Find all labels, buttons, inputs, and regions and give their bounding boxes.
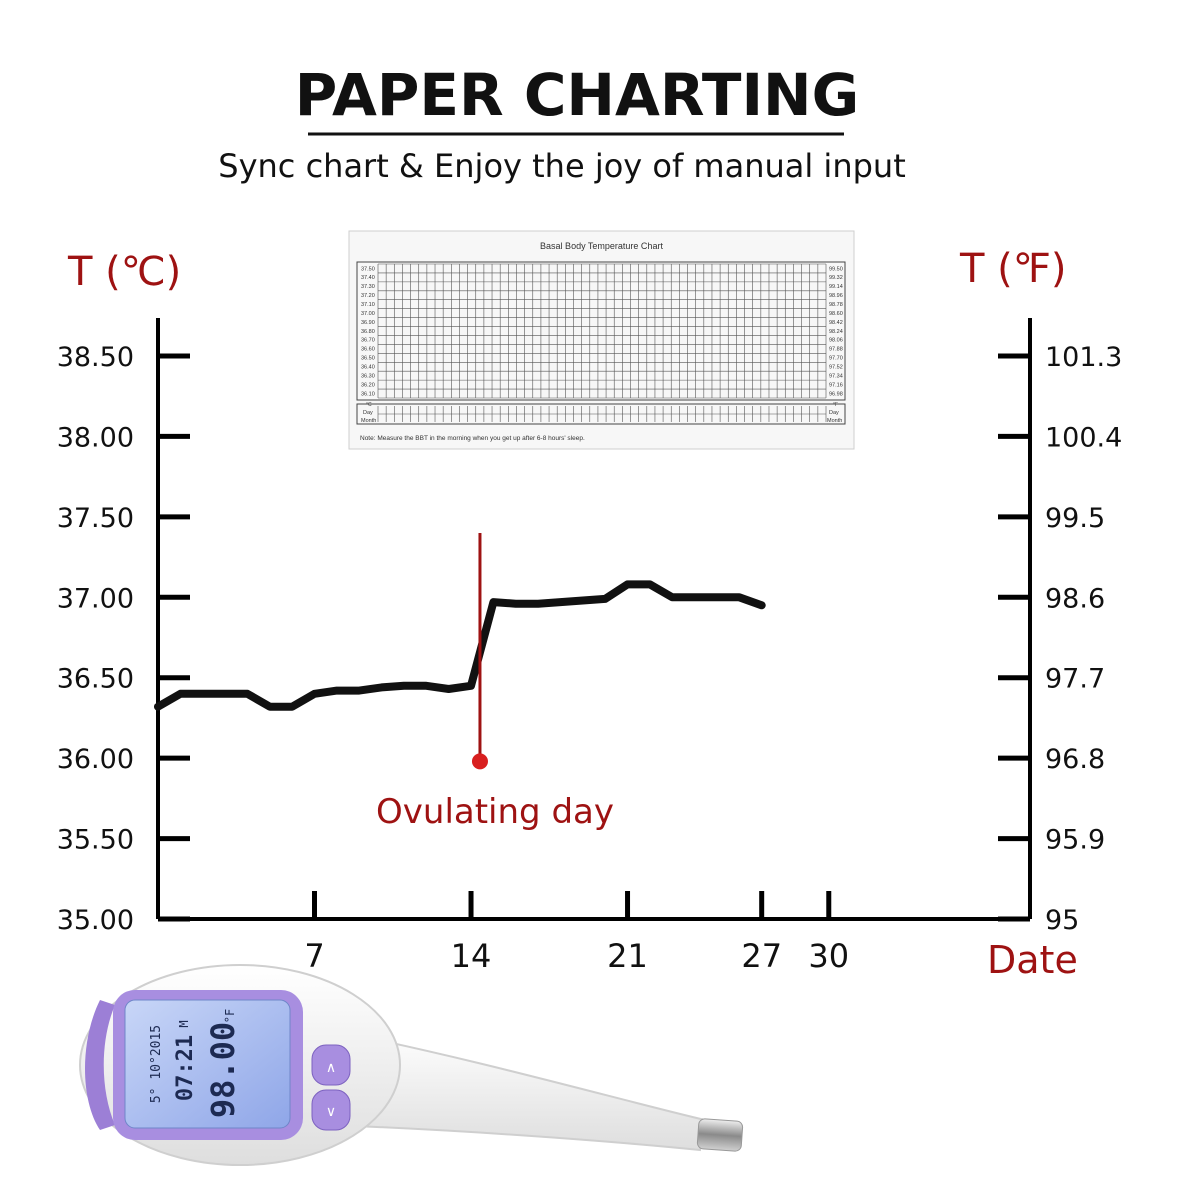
left-y-tick-label: 37.50 bbox=[57, 503, 134, 534]
paper-month-label: Month bbox=[361, 418, 376, 424]
paper-fahrenheit-label: 97.34 bbox=[829, 373, 843, 379]
left-y-tick-label: 37.00 bbox=[57, 583, 134, 614]
paper-fahrenheit-label: 99.32 bbox=[829, 275, 843, 281]
paper-celsius-label: 36.40 bbox=[361, 365, 375, 371]
paper-fahrenheit-label: 99.14 bbox=[829, 284, 843, 290]
lcd-date: 5° 10°2015 bbox=[149, 1025, 164, 1103]
paper-grid-frame bbox=[356, 261, 846, 401]
left-y-tick-label: 38.50 bbox=[57, 342, 134, 373]
right-y-tick-label: 95.9 bbox=[1045, 825, 1105, 856]
ovulation-marker-dot bbox=[471, 753, 488, 770]
paper-celsius-label: 37.10 bbox=[361, 302, 375, 308]
paper-celsius-label: 37.00 bbox=[361, 311, 375, 317]
paper-fahrenheit-label: 98.96 bbox=[829, 293, 843, 299]
lcd-time: 07:21 bbox=[173, 1035, 198, 1101]
paper-celsius-label: 37.30 bbox=[361, 284, 375, 290]
paper-day-label: Day bbox=[829, 410, 839, 416]
paper-celsius-label: 36.20 bbox=[361, 382, 375, 388]
paper-fahrenheit-unit: °F bbox=[833, 402, 838, 408]
paper-celsius-unit: °C bbox=[366, 402, 372, 408]
paper-fahrenheit-label: 97.52 bbox=[829, 365, 843, 371]
x-tick-label: 14 bbox=[451, 937, 492, 975]
paper-fahrenheit-label: 97.16 bbox=[829, 382, 843, 388]
chart-axes bbox=[156, 318, 1032, 921]
right-y-tick-label: 96.8 bbox=[1045, 744, 1105, 775]
paper-celsius-label: 36.30 bbox=[361, 373, 375, 379]
paper-fahrenheit-label: 98.78 bbox=[829, 302, 843, 308]
right-y-tick-label: 101.3 bbox=[1045, 342, 1122, 373]
x-tick-label: 30 bbox=[808, 937, 849, 975]
x-tick-label: 7 bbox=[304, 937, 324, 975]
chart-ticks: 35.00 95 35.50 95.9 36.00 96.8 36.50 97.7 37.00 9… bbox=[57, 342, 1123, 975]
paper-celsius-label: 36.80 bbox=[361, 329, 375, 335]
paper-fahrenheit-label: 98.24 bbox=[829, 329, 843, 335]
paper-fahrenheit-label: 97.88 bbox=[829, 347, 843, 353]
lcd-unit: °F bbox=[223, 1009, 237, 1023]
thermometer-metal-tip bbox=[696, 1118, 744, 1152]
right-y-tick-label: 99.5 bbox=[1045, 503, 1105, 534]
down-button-icon: ∨ bbox=[326, 1104, 336, 1120]
paper-celsius-label: 36.90 bbox=[361, 320, 375, 326]
paper-celsius-label: 37.40 bbox=[361, 275, 375, 281]
paper-fahrenheit-label: 98.60 bbox=[829, 311, 843, 317]
left-y-tick-label: 36.50 bbox=[57, 664, 134, 695]
paper-celsius-label: 36.10 bbox=[361, 391, 375, 397]
ovulation-label: Ovulating day bbox=[376, 792, 614, 832]
paper-note: Note: Measure the BBT in the morning whe… bbox=[360, 435, 585, 442]
left-y-tick-label: 35.00 bbox=[57, 905, 134, 936]
paper-month-label: Month bbox=[827, 418, 842, 424]
thermometer-probe bbox=[329, 1028, 707, 1152]
x-tick-label: 27 bbox=[741, 937, 782, 975]
up-button-icon: ∧ bbox=[326, 1060, 336, 1076]
thermometer-screen bbox=[124, 999, 291, 1129]
thermometer-down-button[interactable] bbox=[311, 1089, 351, 1131]
digital-thermometer: 5° 10°2015 07:21 M 98.00°F ∧ ∨ bbox=[79, 964, 744, 1166]
paper-sheet-background bbox=[348, 230, 855, 450]
thermometer-lcd: 5° 10°2015 07:21 M 98.00°F bbox=[149, 1009, 242, 1118]
paper-chart-title: Basal Body Temperature Chart bbox=[540, 241, 663, 251]
paper-celsius-label: 36.60 bbox=[361, 347, 375, 353]
paper-date-frame bbox=[356, 403, 846, 425]
left-y-tick-label: 35.50 bbox=[57, 825, 134, 856]
left-y-tick-label: 36.00 bbox=[57, 744, 134, 775]
paper-fahrenheit-label: 96.98 bbox=[829, 391, 843, 397]
chart-annotations: Ovulating day bbox=[376, 532, 614, 832]
lcd-mode: M bbox=[177, 1020, 191, 1027]
right-y-tick-label: 98.6 bbox=[1045, 583, 1105, 614]
x-tick-label: 21 bbox=[607, 937, 648, 975]
page-title: PAPER CHARTING bbox=[295, 61, 859, 129]
thermometer-side-accent bbox=[85, 1000, 115, 1130]
paper-fahrenheit-label: 98.06 bbox=[829, 338, 843, 344]
paper-day-label: Day bbox=[363, 410, 373, 416]
page-subtitle: Sync chart & Enjoy the joy of manual inp… bbox=[218, 147, 905, 185]
paper-fahrenheit-label: 99.50 bbox=[829, 266, 843, 272]
paper-chart-sheet: Basal Body Temperature Chart 37.50 37.40 37… bbox=[348, 230, 855, 450]
paper-celsius-label: 36.50 bbox=[361, 356, 375, 362]
right-y-tick-label: 97.7 bbox=[1045, 664, 1105, 695]
paper-fahrenheit-label: 98.42 bbox=[829, 320, 843, 326]
x-axis-label: Date bbox=[987, 938, 1078, 982]
temperature-series-line bbox=[154, 580, 766, 711]
paper-fahrenheit-label: 97.70 bbox=[829, 356, 843, 362]
chart-series bbox=[154, 580, 766, 711]
left-y-tick-label: 38.00 bbox=[57, 422, 134, 453]
right-y-tick-label: 95 bbox=[1045, 905, 1079, 936]
paper-celsius-label: 36.70 bbox=[361, 338, 375, 344]
thermometer-up-button[interactable] bbox=[311, 1044, 351, 1086]
lcd-temperature: 98.00 bbox=[204, 1022, 242, 1118]
paper-celsius-label: 37.50 bbox=[361, 266, 375, 272]
right-y-tick-label: 100.4 bbox=[1045, 422, 1122, 453]
right-axis-label: T (℉) bbox=[959, 246, 1066, 292]
paper-celsius-label: 37.20 bbox=[361, 293, 375, 299]
left-axis-label: T (℃) bbox=[67, 249, 181, 295]
